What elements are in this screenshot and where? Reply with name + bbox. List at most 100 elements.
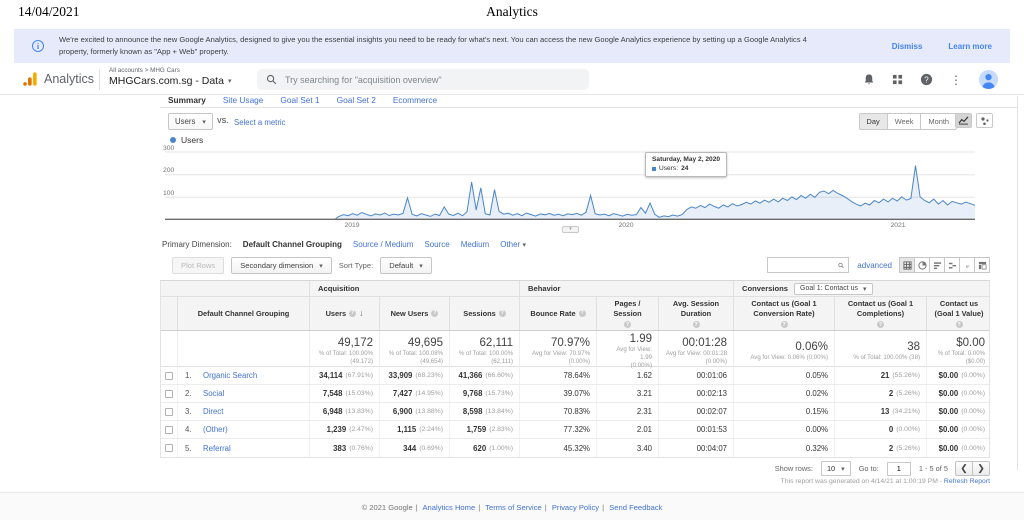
users-pct: (2.47%) — [349, 426, 373, 433]
pivot-view-icon[interactable] — [974, 257, 990, 273]
row-checkbox[interactable] — [165, 372, 173, 380]
performance-view-icon[interactable] — [929, 257, 945, 273]
plot-rows-button[interactable]: Plot Rows — [172, 257, 224, 274]
tab-site-usage[interactable]: Site Usage — [223, 95, 264, 107]
help-icon[interactable]: ? — [920, 73, 933, 86]
granularity-day-button[interactable]: Day — [859, 113, 888, 130]
col-goal-conversion-rate[interactable]: Contact us (Goal 1 Conversion Rate) — [733, 297, 834, 330]
notifications-bell-icon[interactable] — [863, 73, 875, 86]
report-generated-note: This report was generated on 4/14/21 at … — [781, 478, 990, 485]
advanced-search-link[interactable]: advanced — [857, 261, 892, 270]
tab-goal-set-2[interactable]: Goal Set 2 — [337, 95, 376, 107]
motion-chart-view-icon[interactable] — [976, 113, 993, 128]
tab-goal-set-1[interactable]: Goal Set 1 — [280, 95, 319, 107]
granularity-month-button[interactable]: Month — [920, 113, 957, 130]
completions-pct: (55.26%) — [892, 372, 920, 379]
tooltip-series-marker — [652, 167, 656, 171]
select-a-metric-link[interactable]: Select a metric — [234, 118, 286, 127]
user-avatar[interactable] — [979, 70, 998, 89]
search-input[interactable] — [285, 75, 555, 85]
percentage-view-icon[interactable] — [914, 257, 930, 273]
completions-value: 13 — [881, 407, 890, 416]
row-checkbox[interactable] — [165, 426, 173, 434]
sessions-pct: (15.73%) — [485, 390, 513, 397]
chevron-down-icon: ▾ — [228, 77, 232, 85]
footer-link-terms[interactable]: Terms of Service — [485, 503, 542, 512]
help-icon[interactable] — [624, 321, 631, 328]
sessions-value: 1,759 — [467, 425, 487, 434]
completions-pct: (5.26%) — [896, 445, 920, 452]
col-goal-completions[interactable]: Contact us (Goal 1 Completions) — [834, 297, 926, 330]
footer-link-privacy[interactable]: Privacy Policy — [552, 503, 599, 512]
help-icon[interactable] — [956, 321, 963, 328]
channel-link[interactable]: (Other) — [203, 425, 228, 434]
dimension-source[interactable]: Source — [424, 240, 449, 249]
help-icon[interactable] — [579, 310, 586, 317]
row-checkbox[interactable] — [165, 390, 173, 398]
bounce-rate-value: 77.32% — [564, 425, 590, 434]
help-icon[interactable] — [781, 321, 788, 328]
footer-link-analytics-home[interactable]: Analytics Home — [422, 503, 475, 512]
line-chart-view-icon[interactable] — [955, 113, 972, 128]
tab-summary[interactable]: Summary — [168, 95, 206, 107]
col-bounce-rate[interactable]: Bounce Rate — [519, 297, 596, 330]
channel-link[interactable]: Social — [203, 389, 224, 398]
sort-type-select[interactable]: Default▾ — [380, 257, 432, 274]
channel-link[interactable]: Organic Search — [203, 371, 257, 380]
granularity-week-button[interactable]: Week — [887, 113, 922, 130]
row-checkbox[interactable] — [165, 408, 173, 416]
col-goal-value[interactable]: Contact us (Goal 1 Value) — [926, 297, 991, 330]
secondary-dimension-button[interactable]: Secondary dimension▾ — [231, 257, 332, 274]
dimension-other[interactable]: Other ▾ — [500, 240, 526, 249]
global-search[interactable] — [257, 69, 589, 90]
analytics-logo[interactable]: Analytics — [22, 71, 94, 87]
help-icon[interactable] — [877, 321, 884, 328]
avg-duration-value: 00:02:13 — [697, 389, 727, 398]
row-checkbox[interactable] — [165, 444, 173, 452]
dimension-default-channel-grouping[interactable]: Default Channel Grouping — [243, 240, 342, 249]
table-view-icon[interactable] — [899, 257, 915, 273]
apps-grid-icon[interactable] — [892, 74, 903, 85]
sessions-pct: (13.84%) — [485, 408, 513, 415]
dimension-medium[interactable]: Medium — [461, 240, 489, 249]
channel-link[interactable]: Direct — [203, 407, 223, 416]
users-timeseries-chart[interactable] — [165, 150, 975, 220]
col-avg-session-duration[interactable]: Avg. Session Duration — [658, 297, 733, 330]
col-pages-session[interactable]: Pages / Session — [596, 297, 658, 330]
show-rows-select[interactable]: 10▾ — [821, 461, 851, 476]
dimension-source-medium[interactable]: Source / Medium — [353, 240, 413, 249]
scroll-edge — [1017, 96, 1018, 470]
comparison-view-icon[interactable] — [944, 257, 960, 273]
help-icon[interactable] — [693, 321, 700, 328]
total-pages-session: 1.99 Avg for View: 1.99 (0.00%) — [596, 331, 658, 372]
conv-rate-value: 0.32% — [806, 444, 828, 453]
goto-page-input[interactable] — [887, 462, 911, 476]
info-icon — [32, 40, 44, 52]
table-search-input[interactable] — [772, 261, 838, 270]
col-default-channel-grouping[interactable]: Default Channel Grouping — [177, 297, 309, 330]
col-sessions[interactable]: Sessions — [449, 297, 519, 330]
footer-link-feedback[interactable]: Send Feedback — [609, 503, 662, 512]
table-search-box[interactable] — [767, 257, 849, 273]
learn-more-link[interactable]: Learn more — [948, 42, 992, 51]
help-icon[interactable] — [431, 310, 438, 317]
prev-page-button[interactable]: ❮ — [955, 461, 973, 476]
tooltip-series-label: Users: — [659, 165, 678, 172]
new-users-value: 33,909 — [389, 371, 413, 380]
col-new-users[interactable]: New Users — [379, 297, 449, 330]
metric-select[interactable]: Users ▾ — [168, 113, 213, 130]
help-icon[interactable] — [349, 310, 356, 317]
goal-select[interactable]: Goal 1: Contact us▾ — [794, 283, 873, 295]
more-options-icon[interactable]: ⋮ — [950, 74, 962, 86]
timeline-scrubber-handle[interactable] — [562, 226, 579, 233]
refresh-report-link[interactable]: Refresh Report — [944, 478, 990, 485]
term-cloud-view-icon[interactable]: e — [959, 257, 975, 273]
col-users[interactable]: Users ↓ — [309, 297, 379, 330]
channel-link[interactable]: Referral — [203, 444, 231, 453]
next-page-button[interactable]: ❯ — [972, 461, 990, 476]
property-selector[interactable]: MHGCars.com.sg - Data ▾ — [109, 75, 231, 87]
help-icon[interactable] — [499, 310, 506, 317]
table-group-header-row: Acquisition Behavior Conversions Goal 1:… — [161, 281, 989, 297]
tab-ecommerce[interactable]: Ecommerce — [393, 95, 437, 107]
dismiss-button[interactable]: Dismiss — [892, 42, 923, 51]
